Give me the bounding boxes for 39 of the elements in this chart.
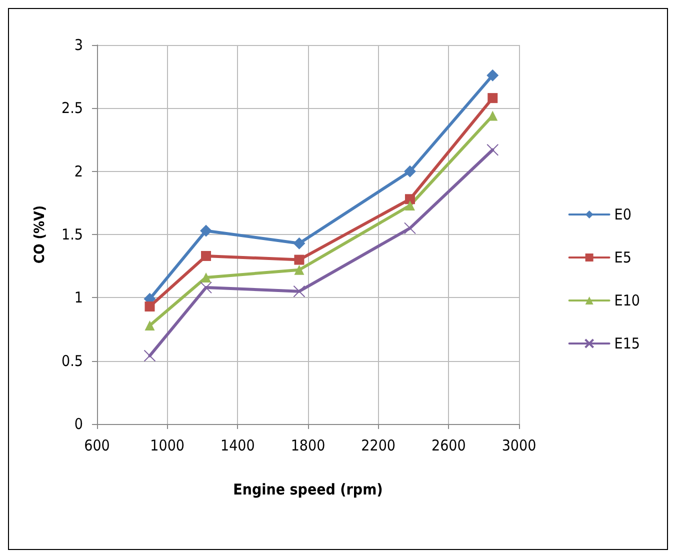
legend-label: E10 [614,292,640,310]
x-tick-label: 3000 [502,436,536,454]
y-tick-label: 1 [74,288,83,307]
x-tick-label: 2200 [361,436,396,454]
x-tick-label: 600 [84,436,110,454]
point [144,320,155,330]
point [404,165,416,178]
point [201,272,212,282]
x-tick-label: 1000 [150,436,185,454]
point [486,144,499,156]
point [404,194,415,204]
y-tick-label: 1.5 [62,226,83,244]
x-tick-label: 2600 [431,436,466,454]
point [486,69,499,82]
point [294,254,304,265]
point [200,224,212,237]
x-tick-label: 1800 [290,436,326,454]
point [293,285,306,298]
y-tick-label: 2 [74,162,83,180]
legend-label: E5 [614,248,632,266]
y-tick-label: 0 [74,415,83,433]
point [404,200,415,210]
point [404,222,416,234]
point [293,237,306,250]
legend-label: E0 [614,206,632,224]
point [200,282,212,294]
legend-label: E15 [614,334,640,352]
y-tick-label: 3 [74,36,83,54]
point [201,250,212,261]
point [488,93,498,104]
point [294,264,304,275]
point [488,110,498,121]
y-tick-label: 2.5 [62,99,83,118]
y-axis-title: CO (%V) [32,205,48,264]
x-axis-title: Engine speed (rpm) [233,480,383,498]
point [144,350,156,362]
y-tick-label: 0.5 [62,352,83,370]
point [144,302,155,312]
x-tick-label: 1400 [220,436,255,454]
